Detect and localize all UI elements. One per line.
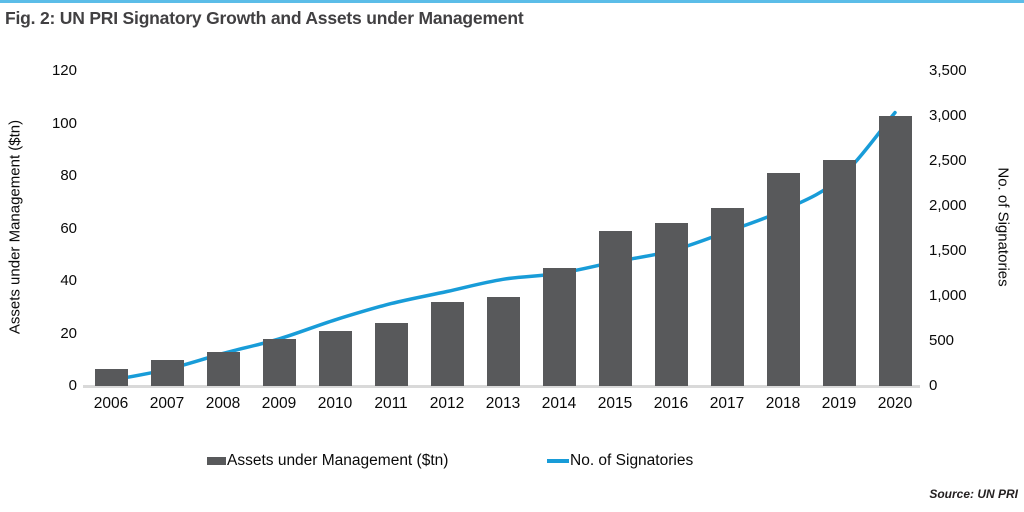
x-axis-line [83,385,920,388]
x-axis-label-2013: 2013 [485,395,521,412]
bar-2019 [822,160,856,386]
bar-2015 [598,231,632,386]
source-credit: Source: UN PRI [929,487,1018,501]
right-axis-tick-1000: 1,000 [929,287,967,304]
left-axis-tick-0: 0 [68,377,77,394]
left-axis-tick-100: 100 [51,114,77,132]
x-axis-label-2019: 2019 [821,395,857,412]
bar-2007 [150,359,184,386]
left-axis-tick-20: 20 [60,324,77,342]
x-axis-label-2018: 2018 [765,395,801,412]
right-axis-tick-3000: 3,000 [929,107,967,124]
x-axis-label-2017: 2017 [709,395,745,412]
x-axis-label-2016: 2016 [653,395,689,412]
x-axis-label-2020: 2020 [877,395,913,412]
x-axis-label-2012: 2012 [429,395,465,412]
bar-2018 [766,173,800,386]
right-axis-tick-1500: 1,500 [929,242,967,259]
right-axis-tick-500: 500 [929,332,955,349]
bar-2017 [710,207,744,386]
left-axis-tick-80: 80 [60,167,77,184]
x-axis-label-2009: 2009 [261,395,297,412]
bar-2009 [262,338,296,386]
figure-title: Fig. 2: UN PRI Signatory Growth and Asse… [5,8,524,28]
right-axis-tick-2500: 2,500 [929,152,967,169]
left-axis-title: Assets under Management ($tn) [6,119,24,335]
x-axis-label-2015: 2015 [597,395,633,412]
bar-2012 [430,302,464,386]
line-swatch-icon [547,459,569,463]
x-axis-label-2008: 2008 [205,395,241,412]
x-axis-label-2010: 2010 [317,395,353,412]
x-axis-label-2007: 2007 [149,395,185,412]
x-axis-label-2014: 2014 [541,395,577,412]
bar-swatch-icon [207,457,226,465]
right-axis-tick-2000: 2,000 [929,197,967,214]
legend-item-aum: Assets under Management ($tn) [207,452,448,470]
bar-2014 [542,267,576,386]
right-axis-tick-0: 0 [929,377,938,394]
left-axis-tick-40: 40 [60,272,77,289]
right-axis-title: No. of Signatories [994,167,1012,287]
bar-2016 [654,223,688,386]
x-axis-label-2006: 2006 [93,395,129,412]
bar-2013 [486,296,520,386]
x-axis-label-2011: 2011 [374,395,408,412]
left-axis-tick-60: 60 [60,219,77,237]
bar-2010 [318,330,352,386]
left-axis-tick-120: 120 [51,62,77,79]
bar-2008 [206,351,240,386]
legend-label-signatories: No. of Signatories [570,452,694,469]
legend-label-aum: Assets under Management ($tn) [227,452,449,469]
legend-item-signatories: No. of Signatories [547,452,693,470]
bar-2011 [374,323,408,386]
bar-2006 [94,368,128,386]
top-accent-line [0,0,1024,3]
bar-2020 [878,115,912,386]
right-axis-tick-3500: 3,500 [929,62,967,79]
